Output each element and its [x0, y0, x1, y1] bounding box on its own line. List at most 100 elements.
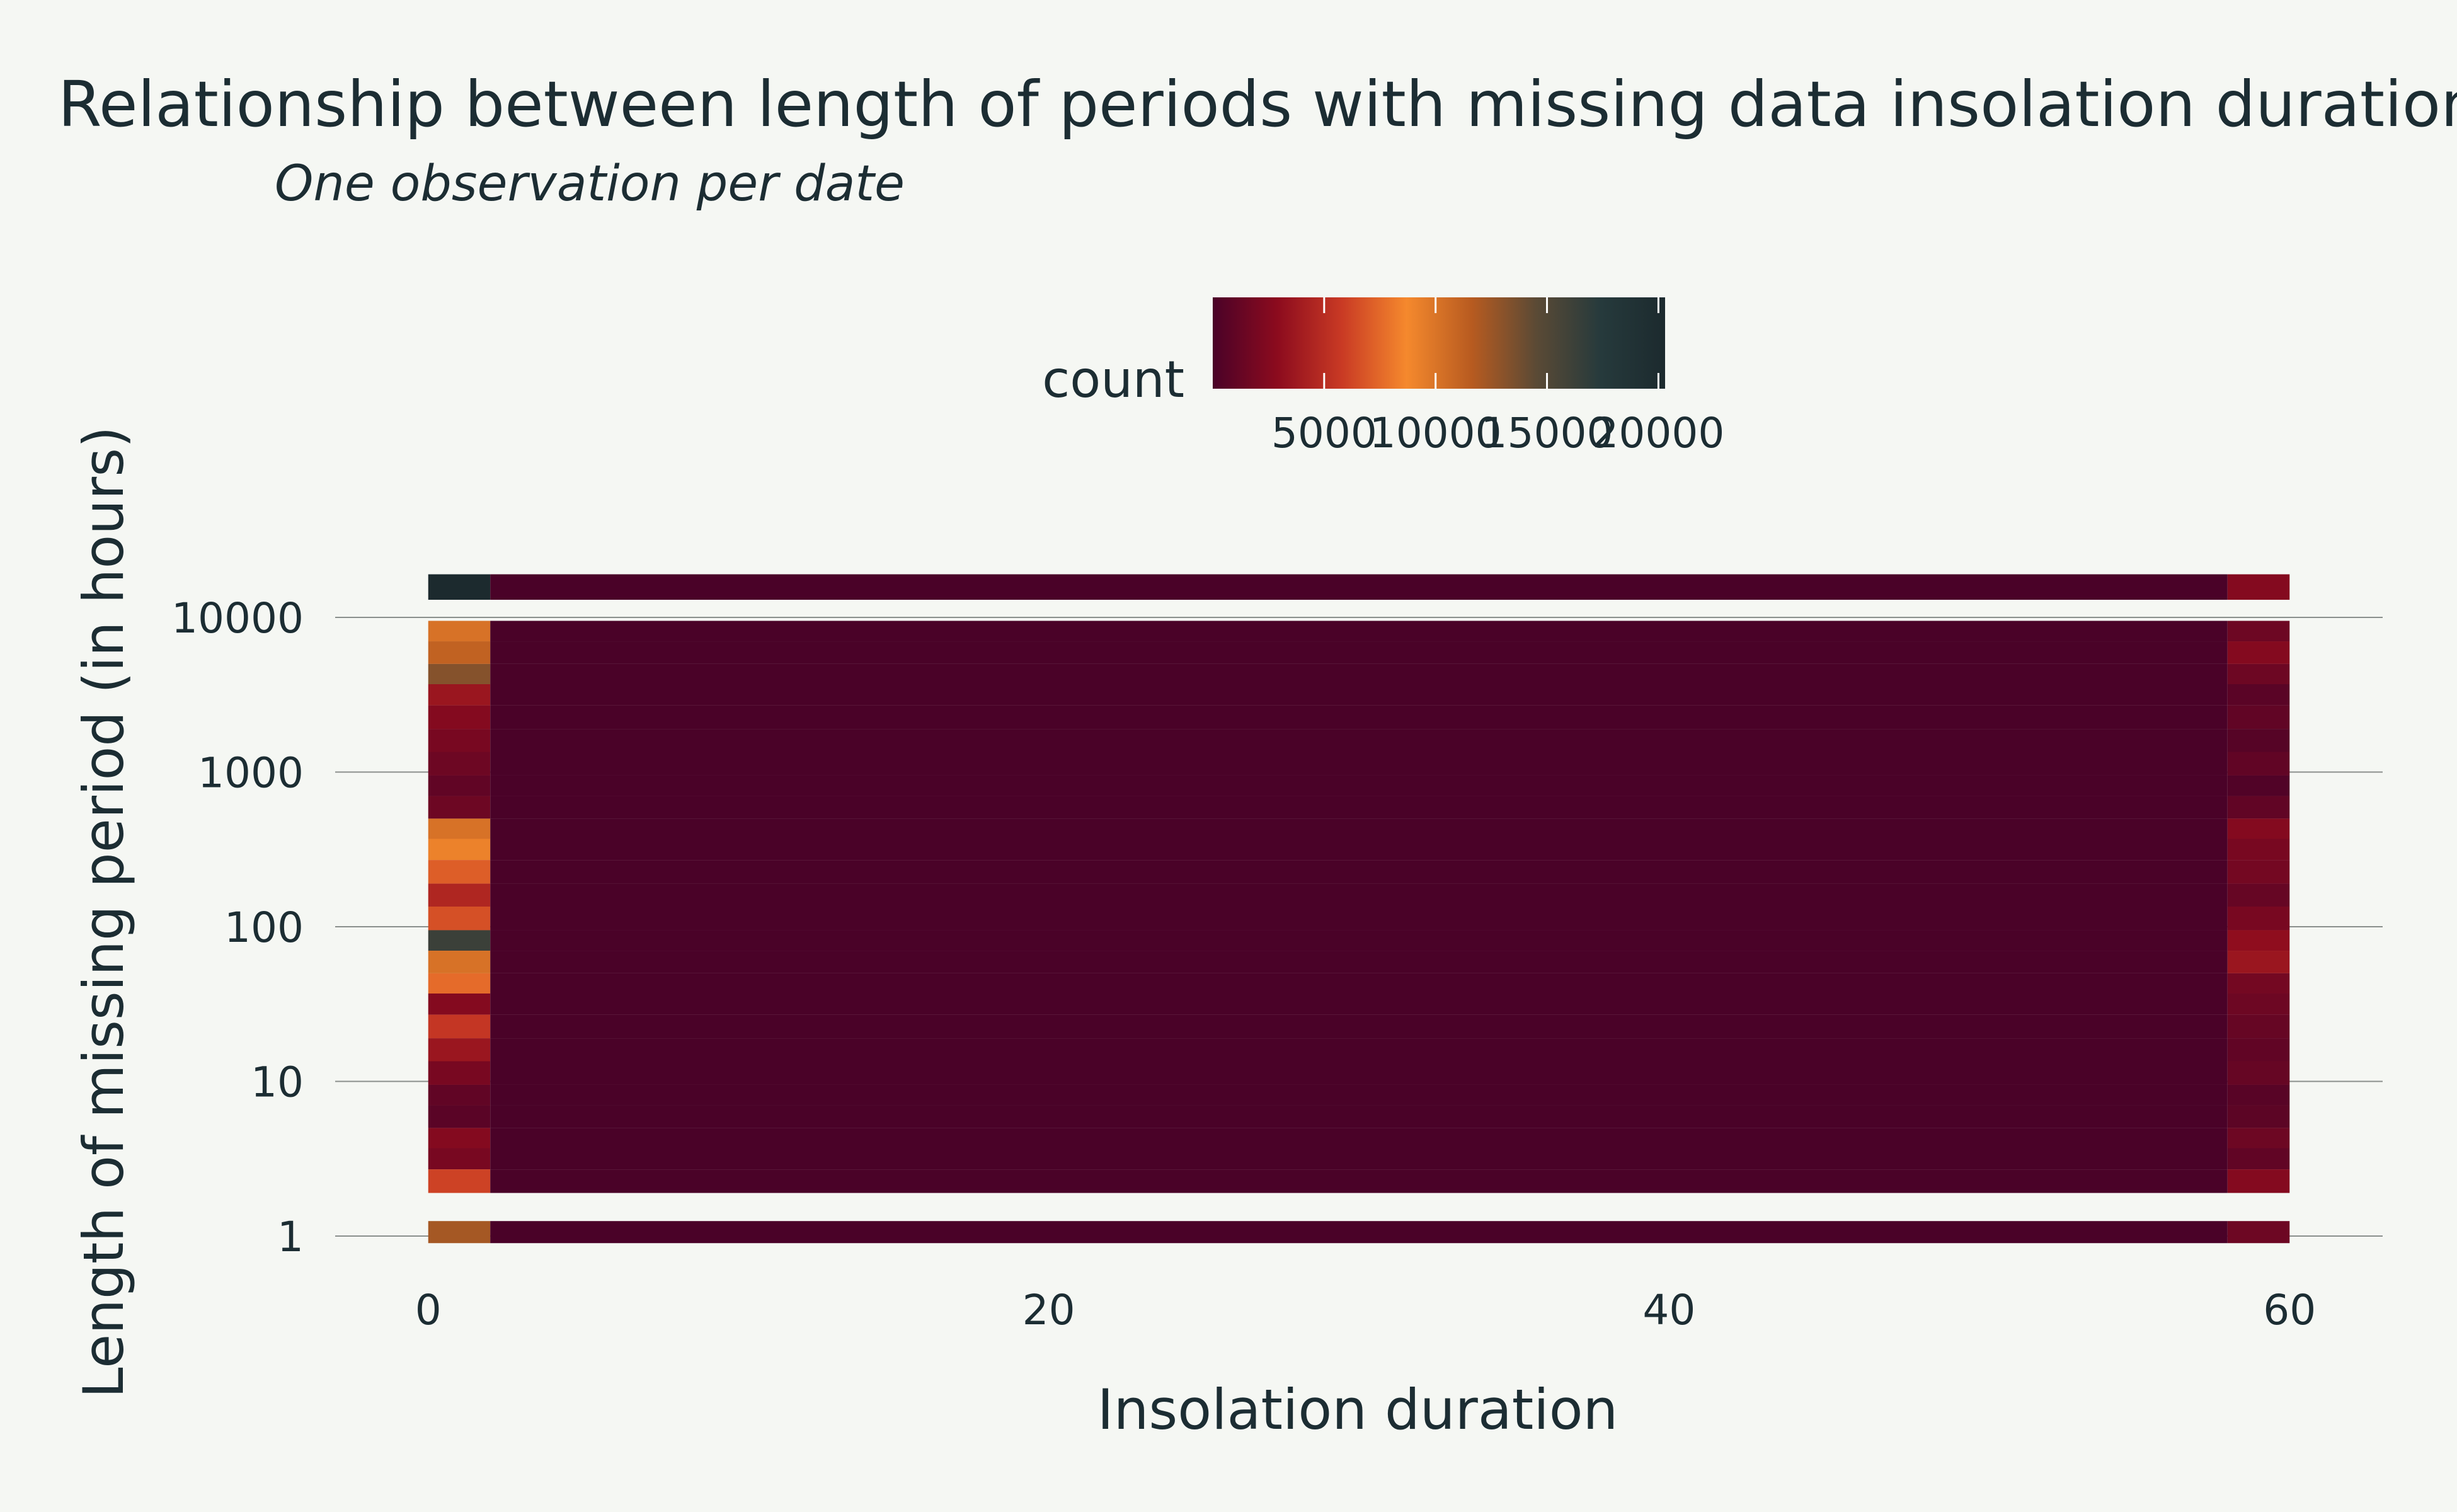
x-tick-label: 20 — [1022, 1286, 1075, 1334]
colorbar — [1213, 297, 1665, 389]
heatmap-cell — [428, 684, 491, 706]
heatmap-cell — [428, 951, 491, 973]
heatmap-cell — [428, 663, 491, 685]
heatmap-cell — [428, 641, 491, 664]
heatmap-cell — [428, 860, 491, 884]
heatmap-cell — [490, 796, 2228, 819]
heatmap-cell — [490, 1014, 2228, 1039]
heatmap-cell — [2227, 951, 2290, 973]
heatmap-cell — [428, 994, 491, 1015]
heatmap-cell — [428, 883, 491, 907]
x-tick-label: 60 — [2263, 1286, 2316, 1334]
heatmap-cell — [490, 775, 2228, 796]
y-tick-label: 10 — [251, 1058, 304, 1107]
heatmap-cell — [490, 973, 2228, 994]
heatmap-cell — [2227, 1169, 2290, 1193]
colorbar-tick-label: 5000 — [1271, 409, 1377, 457]
heatmap-cell — [2227, 705, 2290, 730]
heatmap-cell — [2227, 973, 2290, 994]
heatmap-cell — [2227, 860, 2290, 884]
heatmap-cell — [490, 729, 2228, 752]
heatmap-cell — [2227, 663, 2290, 685]
heatmap-cell — [428, 818, 491, 839]
heatmap-cell — [2227, 574, 2290, 600]
x-tick-label: 40 — [1642, 1286, 1695, 1334]
heatmap-cell — [428, 1014, 491, 1039]
heatmap-cell — [2227, 621, 2290, 642]
heatmap-cell — [490, 994, 2228, 1015]
heatmap-cell — [428, 1061, 491, 1085]
heatmap-cell — [2227, 818, 2290, 839]
x-axis-label: Insolation duration — [1097, 1377, 1618, 1442]
heatmap-cell — [2227, 994, 2290, 1015]
heatmap-cell — [2227, 907, 2290, 931]
y-tick-label: 1000 — [198, 749, 304, 798]
heatmap-cell — [428, 705, 491, 730]
heatmap-cell — [490, 705, 2228, 730]
heatmap-cell — [2227, 1221, 2290, 1244]
heatmap-cell — [2227, 1128, 2290, 1148]
heatmap-cell — [2227, 796, 2290, 819]
heatmap-cell — [2227, 1105, 2290, 1128]
heatmap-cell — [428, 1169, 491, 1193]
heatmap-cell — [2227, 1038, 2290, 1062]
chart-title: Relationship between length of periods w… — [58, 67, 2457, 141]
colorbar-tick-label: 20000 — [1592, 409, 1724, 457]
heatmap-cell — [2227, 930, 2290, 951]
y-axis-label: Length of missing period (in hours) — [71, 427, 136, 1399]
heatmap-cell — [490, 1128, 2228, 1148]
heatmap-cell — [428, 1221, 491, 1244]
heatmap-cell — [490, 1084, 2228, 1106]
colorbar-tick-label: 15000 — [1481, 409, 1613, 457]
heatmap-cell — [490, 1105, 2228, 1128]
heatmap-cell — [2227, 1148, 2290, 1170]
heatmap-cell — [2227, 1061, 2290, 1085]
heatmap-cell — [2227, 729, 2290, 752]
heatmap-cell — [428, 839, 491, 861]
heatmap-cell — [428, 574, 491, 600]
heatmap-cell — [490, 574, 2228, 600]
heatmap-cell — [428, 930, 491, 951]
heatmap-cell — [490, 907, 2228, 931]
heatmap-cell — [490, 883, 2228, 907]
heatmap-cells — [428, 574, 2290, 1244]
heatmap-cell — [2227, 1014, 2290, 1039]
heatmap-cell — [2227, 883, 2290, 907]
heatmap-cell — [490, 1061, 2228, 1085]
x-tick-label: 0 — [415, 1286, 442, 1334]
heatmap-cell — [490, 1148, 2228, 1170]
heatmap-cell — [490, 818, 2228, 839]
heatmap-cell — [428, 1084, 491, 1106]
heatmap-cell — [2227, 752, 2290, 776]
heatmap-cell — [428, 907, 491, 931]
heatmap-cell — [490, 752, 2228, 776]
heatmap-cell — [490, 1169, 2228, 1193]
colorbar-tick-label: 10000 — [1370, 409, 1502, 457]
x-axis-ticks: 0 20 40 60 — [415, 1286, 2317, 1334]
chart-subtitle: One observation per date — [275, 156, 905, 212]
heatmap-cell — [490, 684, 2228, 706]
heatmap-cell — [428, 973, 491, 994]
heatmap-cell — [428, 621, 491, 642]
y-tick-label: 10000 — [171, 594, 304, 643]
heatmap-cell — [428, 1148, 491, 1170]
heatmap-cell — [428, 1038, 491, 1062]
heatmap-cell — [490, 663, 2228, 685]
heatmap-cell — [428, 1128, 491, 1148]
heatmap-cell — [490, 1038, 2228, 1062]
heatmap-cell — [428, 775, 491, 796]
heatmap-cell — [490, 860, 2228, 884]
heatmap-cell — [490, 839, 2228, 861]
heatmap-cell — [490, 621, 2228, 642]
heatmap-cell — [428, 1105, 491, 1128]
heatmap-cell — [490, 1221, 2228, 1244]
heatmap-cell — [2227, 839, 2290, 861]
heatmap-cell — [428, 796, 491, 819]
heatmap-cell — [2227, 684, 2290, 706]
heatmap-cell — [2227, 1084, 2290, 1106]
heatmap-cell — [490, 951, 2228, 973]
y-tick-label: 1 — [277, 1213, 304, 1261]
heatmap-cell — [428, 729, 491, 752]
